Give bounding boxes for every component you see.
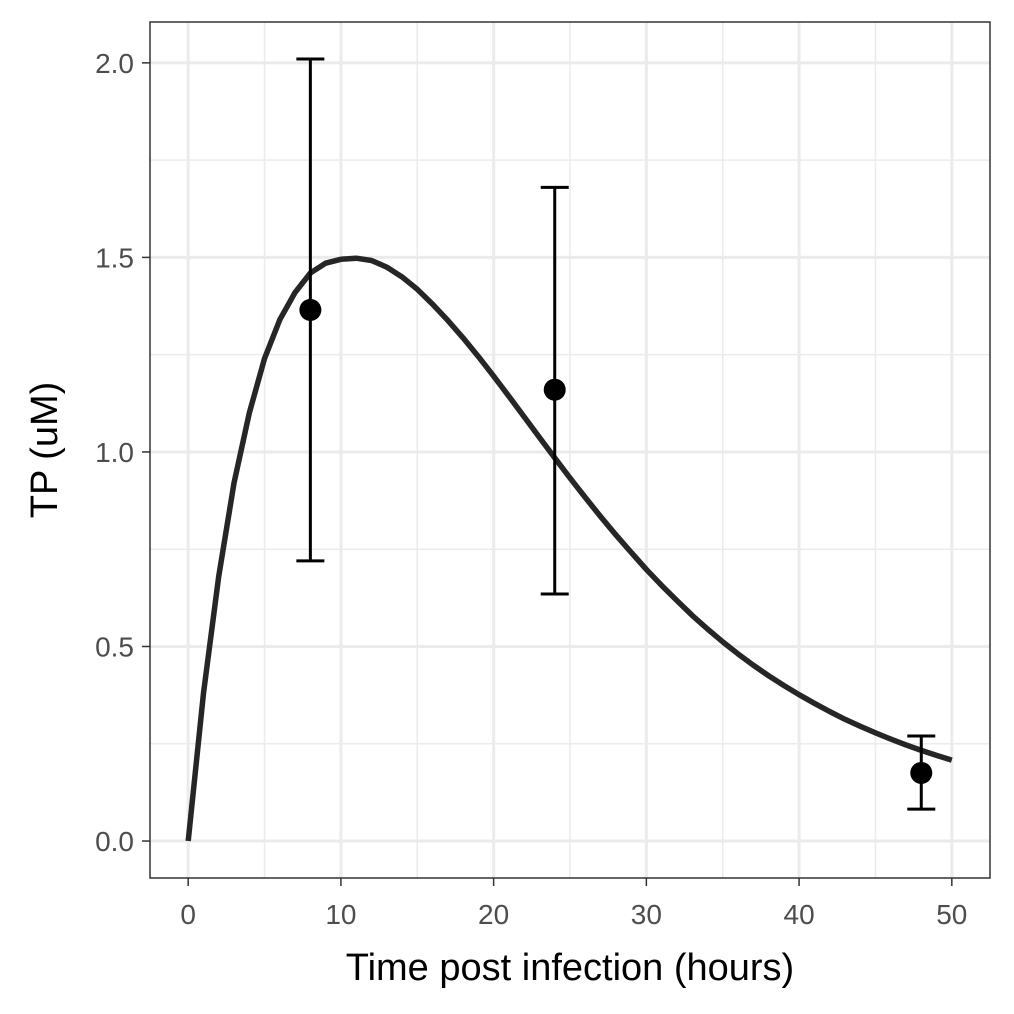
minor-gridlines <box>150 22 990 878</box>
x-tick-label: 0 <box>180 899 196 930</box>
x-tick-label: 10 <box>325 899 356 930</box>
y-tick-label: 1.0 <box>95 437 134 468</box>
curve-layer <box>185 255 953 842</box>
x-tick-label: 20 <box>478 899 509 930</box>
y-tick-label: 1.5 <box>95 242 134 273</box>
y-tick-label: 0.5 <box>95 631 134 662</box>
y-axis: 0.0 0.5 1.0 1.5 2.0 <box>95 48 150 857</box>
x-tick-label: 40 <box>784 899 815 930</box>
data-point <box>299 298 322 321</box>
y-tick-label: 0.0 <box>95 826 134 857</box>
x-tick-label: 30 <box>631 899 662 930</box>
data-point <box>543 378 566 401</box>
major-gridlines <box>150 22 990 878</box>
y-axis-title: TP (uM) <box>24 382 66 519</box>
y-tick-label: 2.0 <box>95 48 134 79</box>
x-axis-title: Time post infection (hours) <box>346 947 794 989</box>
plot-border <box>149 21 991 879</box>
data-point <box>910 761 933 784</box>
x-tick-label: 50 <box>936 899 967 930</box>
fitted-curve <box>185 255 953 842</box>
x-axis: 0 10 20 30 40 50 <box>180 878 967 930</box>
points-layer <box>296 57 936 811</box>
